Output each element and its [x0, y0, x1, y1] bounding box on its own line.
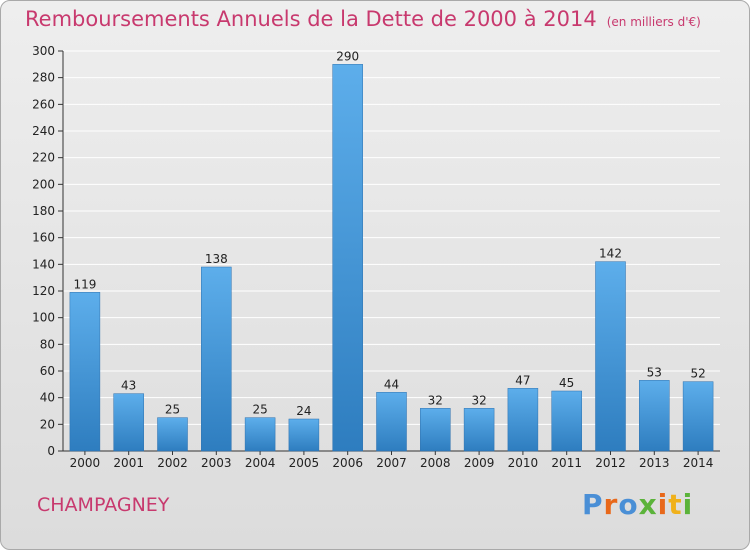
axes: 0 20 40 60 80 100 120 140 160 180 200 220 240 260 280 3… [32, 44, 720, 470]
y-tick-label: 20 [40, 417, 55, 431]
bar-value-label: 25 [252, 403, 267, 417]
bar-value-label: 25 [165, 403, 180, 417]
bar-value-label: 45 [559, 376, 574, 390]
bar-2013 [639, 380, 670, 452]
bar-2000 [69, 292, 101, 452]
proxiti-logo: Proxiti [582, 488, 693, 521]
bar-2006 [332, 64, 363, 452]
y-tick-label: 0 [47, 444, 55, 458]
bar-value-label: 142 [599, 247, 622, 261]
bar-2008 [420, 408, 451, 452]
logo-letter: r [603, 488, 619, 521]
x-tick-label: 2006 [332, 456, 363, 470]
y-tick-label: 40 [40, 391, 55, 405]
bars [69, 64, 714, 452]
y-tick-label: 180 [32, 204, 55, 218]
x-tick-label: 2005 [289, 456, 320, 470]
y-tick-label: 300 [32, 44, 55, 58]
bar-2014 [682, 381, 714, 452]
bar-value-label: 290 [336, 49, 359, 63]
x-tick-label: 2010 [508, 456, 539, 470]
bar-2001 [113, 393, 144, 452]
y-tick-label: 240 [32, 124, 55, 138]
y-tick-label: 80 [40, 337, 55, 351]
title-text: Remboursements Annuels de la Dette de 20… [25, 7, 597, 31]
y-tick-label: 200 [32, 177, 55, 191]
y-tick-label: 260 [32, 97, 55, 111]
chart-title: Remboursements Annuels de la Dette de 20… [25, 7, 701, 31]
bar-2007 [376, 392, 407, 452]
x-tick-label: 2004 [245, 456, 276, 470]
y-tick-label: 140 [32, 257, 55, 271]
bar-2002 [157, 417, 188, 452]
x-tick-label: 2008 [420, 456, 451, 470]
logo-letter: i [657, 488, 669, 521]
x-tick-label: 2001 [113, 456, 144, 470]
logo-letter: P [582, 488, 604, 521]
bar-value-label: 32 [428, 393, 443, 407]
bar-value-label: 119 [73, 277, 96, 291]
y-tick-label: 280 [32, 71, 55, 85]
bar-value-label: 32 [471, 393, 486, 407]
x-tick-label: 2014 [683, 456, 714, 470]
bar-value-label: 138 [205, 252, 228, 266]
y-tick-label: 60 [40, 364, 55, 378]
y-tick-label: 160 [32, 231, 55, 245]
bar-2010 [507, 388, 539, 452]
x-tick-label: 2009 [464, 456, 495, 470]
bar-2011 [551, 390, 582, 452]
logo-letter: t [668, 488, 683, 521]
logo-letter: i [682, 488, 694, 521]
y-tick-label: 120 [32, 284, 55, 298]
x-tick-label: 2007 [376, 456, 407, 470]
bar-2005 [288, 418, 320, 452]
bar-value-label: 52 [690, 367, 705, 381]
y-tick-label: 220 [32, 151, 55, 165]
logo-letter: x [638, 488, 658, 521]
bar-value-label: 53 [647, 365, 662, 379]
x-tick-label: 2011 [551, 456, 582, 470]
x-tick-label: 2012 [595, 456, 626, 470]
bar-2004 [244, 417, 276, 452]
x-tick-label: 2000 [70, 456, 101, 470]
data-labels: 119 43 25 138 25 24 290 44 32 32 47 45 142 53 52 [73, 49, 705, 418]
bar-value-label: 24 [296, 404, 311, 418]
bar-2003 [201, 266, 232, 452]
title-unit: (en milliers d'€) [606, 15, 701, 29]
y-tick-label: 100 [32, 311, 55, 325]
x-tick-label: 2013 [639, 456, 670, 470]
bar-value-label: 47 [515, 373, 530, 387]
bar-2009 [463, 408, 495, 452]
bar-2012 [595, 261, 626, 452]
x-tick-label: 2002 [157, 456, 188, 470]
commune-name: CHAMPAGNEY [37, 494, 170, 516]
x-tick-label: 2003 [201, 456, 232, 470]
logo-letter: o [618, 488, 639, 521]
bar-value-label: 43 [121, 379, 136, 393]
bar-value-label: 44 [384, 377, 399, 391]
